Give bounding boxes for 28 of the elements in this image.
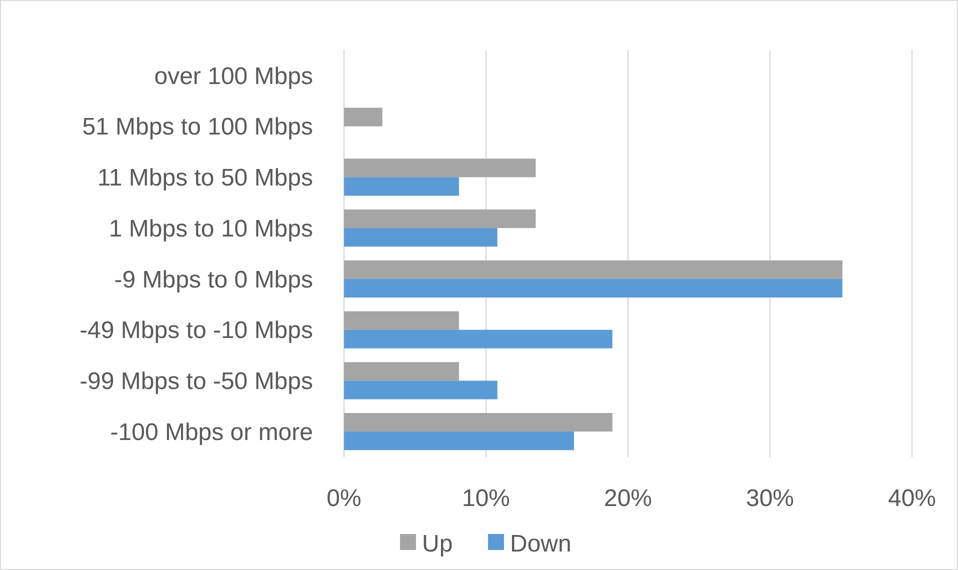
y-tick-label: 11 Mbps to 50 Mbps bbox=[97, 164, 313, 192]
x-tick-label: 10% bbox=[462, 485, 510, 512]
bar bbox=[344, 380, 498, 400]
y-tick-label: -9 Mbps to 0 Mbps bbox=[114, 266, 313, 294]
bar bbox=[344, 330, 612, 348]
y-tick-label: 51 Mbps to 100 Mbps bbox=[82, 114, 313, 141]
y-tick-label: -49 Mbps to -10 Mbps bbox=[80, 317, 313, 344]
legend-label: Up bbox=[422, 530, 453, 558]
bar bbox=[344, 412, 612, 432]
legend-label: Down bbox=[510, 530, 572, 558]
x-tick-label: 30% bbox=[746, 485, 794, 512]
x-tick-label: 0% bbox=[326, 485, 362, 512]
bar bbox=[344, 177, 460, 196]
bar bbox=[344, 158, 536, 178]
bar bbox=[344, 311, 460, 330]
bar bbox=[344, 228, 498, 247]
bar bbox=[344, 260, 842, 279]
y-tick-label: -99 Mbps to -50 Mbps bbox=[80, 368, 313, 396]
y-tick-label: -100 Mbps or more bbox=[110, 418, 313, 446]
bar bbox=[344, 278, 842, 298]
bar bbox=[344, 362, 460, 381]
y-tick-label: 1 Mbps to 10 Mbps bbox=[108, 215, 313, 242]
bar bbox=[344, 108, 382, 126]
bar bbox=[344, 432, 574, 450]
bar bbox=[344, 209, 536, 228]
y-tick-label: over 100 Mbps bbox=[154, 62, 313, 90]
x-tick-label: 20% bbox=[604, 485, 652, 512]
x-tick-label: 40% bbox=[888, 485, 936, 512]
